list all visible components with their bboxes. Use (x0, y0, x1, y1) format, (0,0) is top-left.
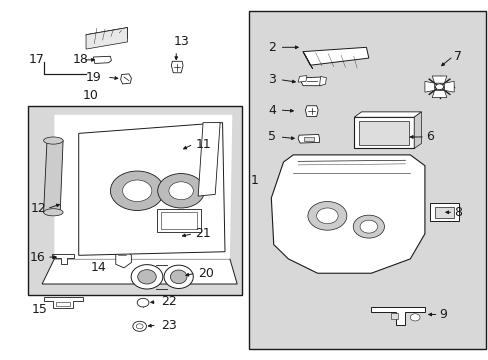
Ellipse shape (131, 265, 163, 289)
Polygon shape (305, 106, 318, 117)
Polygon shape (370, 307, 424, 324)
Circle shape (435, 84, 443, 90)
Ellipse shape (170, 270, 186, 284)
Polygon shape (43, 140, 63, 212)
Polygon shape (424, 81, 434, 92)
Text: 2: 2 (267, 41, 275, 54)
Polygon shape (43, 297, 82, 309)
Polygon shape (54, 115, 232, 259)
Text: 7: 7 (453, 50, 461, 63)
Polygon shape (431, 76, 446, 83)
Polygon shape (298, 76, 306, 82)
Bar (27, 107, 242, 295)
Text: 9: 9 (439, 308, 447, 321)
Polygon shape (301, 77, 324, 86)
Text: 3: 3 (267, 73, 275, 86)
Text: 15: 15 (32, 303, 47, 316)
Text: 11: 11 (195, 138, 211, 150)
Polygon shape (358, 121, 408, 145)
Ellipse shape (163, 265, 193, 288)
Polygon shape (171, 61, 183, 73)
Text: 6: 6 (425, 130, 433, 144)
Circle shape (316, 208, 337, 224)
Text: 17: 17 (29, 53, 45, 66)
Circle shape (158, 174, 204, 208)
Text: 10: 10 (83, 89, 99, 102)
Circle shape (122, 180, 152, 202)
Bar (429, 203, 458, 221)
Circle shape (409, 314, 419, 321)
Polygon shape (121, 74, 131, 84)
Circle shape (133, 321, 146, 331)
Polygon shape (93, 56, 111, 63)
Polygon shape (303, 51, 312, 69)
Polygon shape (353, 117, 413, 148)
Polygon shape (298, 134, 319, 143)
Bar (160, 212, 196, 229)
Polygon shape (198, 123, 220, 196)
Text: 12: 12 (31, 202, 46, 215)
Text: 14: 14 (90, 261, 106, 274)
Circle shape (359, 220, 377, 233)
Bar (390, 313, 397, 319)
Bar (434, 207, 453, 218)
Text: 5: 5 (267, 130, 275, 144)
Polygon shape (165, 228, 177, 238)
Polygon shape (271, 155, 424, 273)
Circle shape (352, 215, 384, 238)
Text: 21: 21 (194, 227, 210, 240)
Text: 4: 4 (267, 104, 275, 117)
Circle shape (307, 202, 346, 230)
Text: 22: 22 (161, 296, 177, 309)
Text: 1: 1 (250, 174, 258, 186)
Circle shape (137, 298, 149, 307)
Bar (56, 302, 70, 306)
Text: 13: 13 (173, 35, 188, 49)
Polygon shape (444, 81, 453, 92)
Polygon shape (303, 47, 368, 65)
Text: 8: 8 (453, 206, 461, 219)
Bar (304, 136, 313, 141)
Polygon shape (116, 250, 131, 268)
Circle shape (136, 324, 143, 329)
Polygon shape (431, 90, 446, 98)
Text: 16: 16 (30, 251, 45, 264)
Polygon shape (42, 259, 237, 284)
Text: 18: 18 (73, 53, 88, 66)
Polygon shape (413, 112, 421, 148)
Ellipse shape (43, 209, 63, 216)
Ellipse shape (43, 137, 63, 144)
Polygon shape (52, 253, 74, 264)
Circle shape (110, 171, 163, 211)
Polygon shape (86, 28, 127, 47)
Bar (157, 209, 200, 232)
Text: 19: 19 (86, 71, 102, 84)
Ellipse shape (138, 270, 156, 284)
Polygon shape (79, 123, 224, 255)
Circle shape (168, 182, 193, 200)
Text: 23: 23 (161, 319, 177, 332)
Polygon shape (319, 76, 326, 86)
Text: 20: 20 (198, 267, 214, 280)
Bar (249, 12, 485, 348)
Polygon shape (353, 112, 421, 117)
Polygon shape (86, 28, 127, 49)
